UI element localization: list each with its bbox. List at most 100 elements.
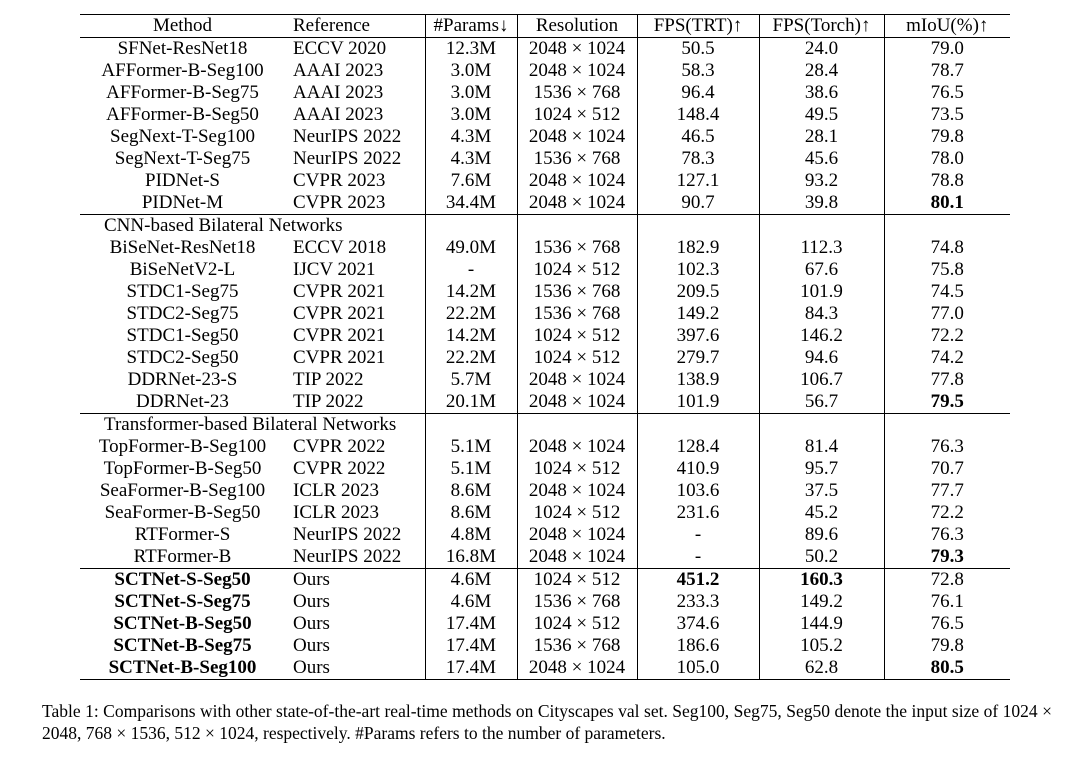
cell-method: SCTNet-S-Seg75 (114, 591, 251, 612)
cell-fps-trt: 128.4 (636, 436, 759, 458)
comparison-table: Method Reference #Params↓ Resolution FPS… (80, 14, 1010, 680)
cell-resolution: 2048 × 1024 (516, 369, 637, 391)
table-row: BiSeNet-ResNet18 ECCV 2018 49.0M 1536 × 768… (80, 237, 1010, 259)
cell-reference: CVPR 2022 (293, 458, 386, 479)
empty-cell-fps-torch (758, 413, 884, 436)
cell-params: 4.3M (424, 148, 517, 170)
cell-fps-torch: 81.4 (758, 436, 884, 458)
cell-resolution: 1536 × 768 (516, 303, 637, 325)
cell-method: SCTNet-B-Seg75 (113, 635, 252, 656)
cell-fps-trt: 96.4 (636, 82, 759, 104)
cell-miou: 80.5 (883, 657, 1010, 680)
cell-params: 16.8M (424, 546, 517, 569)
cell-fps-trt: - (636, 546, 759, 569)
cell-fps-trt: 374.6 (636, 613, 759, 635)
cell-reference: CVPR 2021 (293, 303, 386, 324)
empty-cell-params (424, 214, 517, 237)
cell-method: SCTNet-B-Seg50 (113, 613, 252, 634)
cell-resolution: 1536 × 768 (516, 237, 637, 259)
cell-miou: 80.1 (883, 192, 1010, 215)
cell-params: 8.6M (424, 480, 517, 502)
cell-fps-trt: 397.6 (636, 325, 759, 347)
cell-reference: CVPR 2023 (293, 170, 386, 191)
cell-miou: 77.0 (883, 303, 1010, 325)
cell-fps-torch: 62.8 (758, 657, 884, 680)
cell-reference: AAAI 2023 (293, 82, 384, 103)
cell-fps-torch: 45.6 (758, 148, 884, 170)
cell-fps-torch: 39.8 (758, 192, 884, 215)
cell-method: SegNext-T-Seg75 (114, 148, 251, 169)
cell-params: 34.4M (424, 192, 517, 215)
cell-miou: 78.7 (883, 60, 1010, 82)
cell-resolution: 1024 × 512 (516, 502, 637, 524)
table-row: AFFormer-B-Seg50 AAAI 2023 3.0M 1024 × 512 1… (80, 104, 1010, 126)
cell-params: 5.1M (424, 436, 517, 458)
cell-fps-torch: 93.2 (758, 170, 884, 192)
cell-resolution: 2048 × 1024 (516, 480, 637, 502)
cell-fps-trt: 186.6 (636, 635, 759, 657)
empty-cell-resolution (516, 413, 637, 436)
cell-params: 5.1M (424, 458, 517, 480)
cell-resolution: 1536 × 768 (516, 148, 637, 170)
table-row: TopFormer-B-Seg50 CVPR 2022 5.1M 1024 × 512… (80, 458, 1010, 480)
cell-method: SeaFormer-B-Seg50 (104, 502, 261, 523)
results-table-container: Method Reference #Params↓ Resolution FPS… (80, 14, 1010, 680)
cell-resolution: 1024 × 512 (516, 458, 637, 480)
cell-fps-trt: 182.9 (636, 237, 759, 259)
group-label: Transformer-based Bilateral Networks (80, 413, 425, 436)
cell-miou: 79.3 (883, 546, 1010, 569)
cell-method: BiSeNetV2-L (129, 259, 236, 280)
cell-params: 22.2M (424, 303, 517, 325)
cell-miou: 78.0 (883, 148, 1010, 170)
table-row: SFNet-ResNet18 ECCV 2020 12.3M 2048 × 1024 5… (80, 37, 1010, 60)
cell-fps-trt: 138.9 (636, 369, 759, 391)
cell-fps-torch: 84.3 (758, 303, 884, 325)
cell-resolution: 1024 × 512 (516, 325, 637, 347)
table-header-row: Method Reference #Params↓ Resolution FPS… (80, 14, 1010, 38)
cell-params: 3.0M (424, 104, 517, 126)
cell-miou: 79.8 (883, 635, 1010, 657)
cell-resolution: 1536 × 768 (516, 635, 637, 657)
cell-resolution: 2048 × 1024 (516, 524, 637, 546)
cell-fps-torch: 106.7 (758, 369, 884, 391)
cell-method: STDC1-Seg75 (126, 281, 239, 302)
cell-reference: CVPR 2021 (293, 325, 386, 346)
cell-reference: CVPR 2021 (293, 347, 386, 368)
empty-cell-fps-trt (636, 413, 759, 436)
cell-resolution: 2048 × 1024 (516, 37, 637, 60)
header-fps-torch: FPS(Torch)↑ (758, 14, 884, 38)
cell-resolution: 1024 × 512 (516, 347, 637, 369)
cell-resolution: 2048 × 1024 (516, 126, 637, 148)
cell-fps-torch: 112.3 (758, 237, 884, 259)
cell-params: 3.0M (424, 60, 517, 82)
header-resolution: Resolution (516, 14, 637, 38)
cell-fps-trt: 410.9 (636, 458, 759, 480)
cell-reference: CVPR 2021 (293, 281, 386, 302)
cell-miou: 72.8 (883, 568, 1010, 591)
cell-resolution: 2048 × 1024 (516, 170, 637, 192)
cell-miou: 76.1 (883, 591, 1010, 613)
cell-miou: 74.8 (883, 237, 1010, 259)
cell-reference: AAAI 2023 (293, 60, 384, 81)
cell-resolution: 2048 × 1024 (516, 391, 637, 414)
cell-params: 14.2M (424, 325, 517, 347)
table-row: SCTNet-B-Seg75 Ours 17.4M 1536 × 768 186.6 10… (80, 635, 1010, 657)
cell-fps-torch: 160.3 (758, 568, 884, 591)
empty-cell-resolution (516, 214, 637, 237)
cell-fps-torch: 45.2 (758, 502, 884, 524)
table-row: BiSeNetV2-L IJCV 2021 -1024 × 512 102.3 67.6… (80, 259, 1010, 281)
table-body: SFNet-ResNet18 ECCV 2020 12.3M 2048 × 1024 5… (80, 37, 1010, 680)
cell-miou: 78.8 (883, 170, 1010, 192)
cell-resolution: 1536 × 768 (516, 281, 637, 303)
cell-params: 4.8M (424, 524, 517, 546)
cell-reference: ICLR 2023 (293, 480, 380, 501)
cell-miou: 72.2 (883, 502, 1010, 524)
cell-params: - (424, 259, 517, 281)
cell-resolution: 2048 × 1024 (516, 436, 637, 458)
table-row: SCTNet-S-Seg75 Ours 4.6M 1536 × 768 233.3 149… (80, 591, 1010, 613)
cell-resolution: 1536 × 768 (516, 591, 637, 613)
cell-fps-trt: 78.3 (636, 148, 759, 170)
cell-fps-torch: 95.7 (758, 458, 884, 480)
cell-reference: Ours (293, 591, 330, 612)
empty-cell-miou (883, 413, 1010, 436)
